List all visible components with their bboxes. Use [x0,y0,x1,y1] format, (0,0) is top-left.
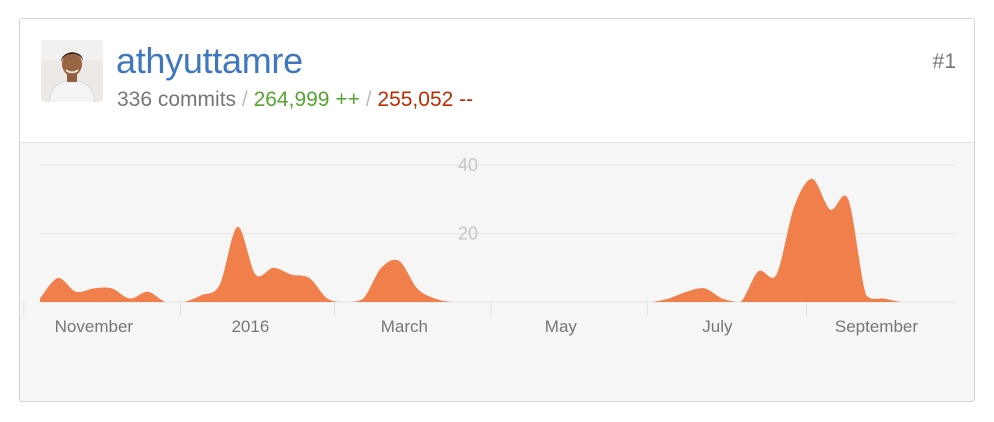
stats-separator: / [365,88,372,111]
stats-separator: / [241,88,248,111]
contributor-card: athyuttamre 336 commits / 264,999 ++ / 2… [19,18,975,402]
x-tick-label: September [835,317,918,336]
card-header: athyuttamre 336 commits / 264,999 ++ / 2… [20,19,974,143]
x-tick-label: March [381,317,428,336]
y-tick-label: 20 [458,224,478,244]
contributor-stats: 336 commits / 264,999 ++ / 255,052 -- [117,87,473,113]
avatar-image [41,40,103,102]
x-tick-label: July [702,317,733,336]
commit-activity-chart: 20 40 November 2016 March May July September [23,155,956,336]
contributor-username-link[interactable]: athyuttamre [116,40,303,81]
deletions-count: 255,052 -- [377,88,474,111]
commit-count[interactable]: 336 commits [117,88,237,111]
contributor-rank: #1 [932,50,956,73]
commit-area-series [40,178,956,302]
x-tick-label: May [545,317,578,336]
x-tick-label: November [55,317,134,336]
avatar[interactable] [41,40,103,102]
additions-count: 264,999 ++ [253,88,360,111]
x-tick-label: 2016 [231,317,269,336]
y-tick-label: 40 [458,155,478,175]
